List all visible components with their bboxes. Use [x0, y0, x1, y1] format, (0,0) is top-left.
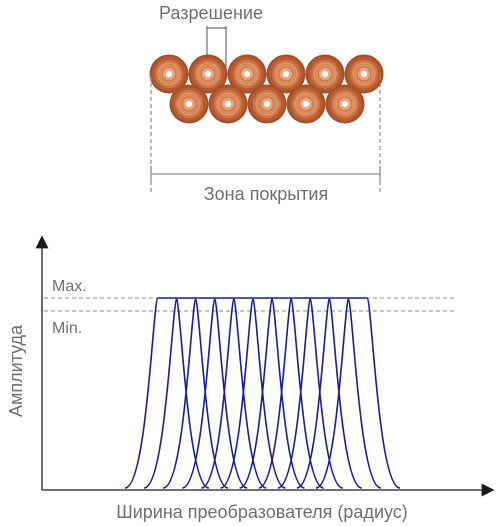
- coil: [208, 84, 248, 124]
- coil: [286, 84, 326, 124]
- response-curve: [239, 297, 324, 489]
- resolution-label: Разрешение: [159, 3, 263, 23]
- response-curve: [220, 297, 305, 489]
- coil: [247, 84, 287, 124]
- response-curve: [124, 297, 210, 489]
- coil: [169, 84, 209, 124]
- y-axis-label: Амплитуда: [6, 324, 26, 417]
- max-label: Max.: [52, 278, 87, 295]
- response-curve: [296, 297, 382, 489]
- coverage-label: Зона покрытия: [204, 184, 328, 204]
- response-curve: [277, 297, 363, 489]
- response-curve: [258, 297, 344, 489]
- response-curve: [315, 297, 401, 489]
- coil: [227, 54, 267, 94]
- coil: [344, 54, 384, 94]
- coverage-bracket: [150, 76, 381, 193]
- response-curve: [162, 297, 248, 489]
- response-curve: [201, 297, 286, 489]
- response-curve: [181, 297, 267, 489]
- x-axis-label: Ширина преобразователя (радиус): [116, 502, 408, 522]
- coil: [305, 54, 345, 94]
- coil: [325, 84, 365, 124]
- amplitude-chart: Max. Min. Амплитуда Ширина преобразовате…: [6, 235, 495, 522]
- response-curves: [124, 297, 401, 489]
- response-curve: [143, 297, 229, 489]
- min-label: Min.: [52, 320, 82, 337]
- coil: [149, 54, 189, 94]
- coil: [266, 54, 306, 94]
- coil: [188, 54, 228, 94]
- coil-array: [149, 54, 384, 124]
